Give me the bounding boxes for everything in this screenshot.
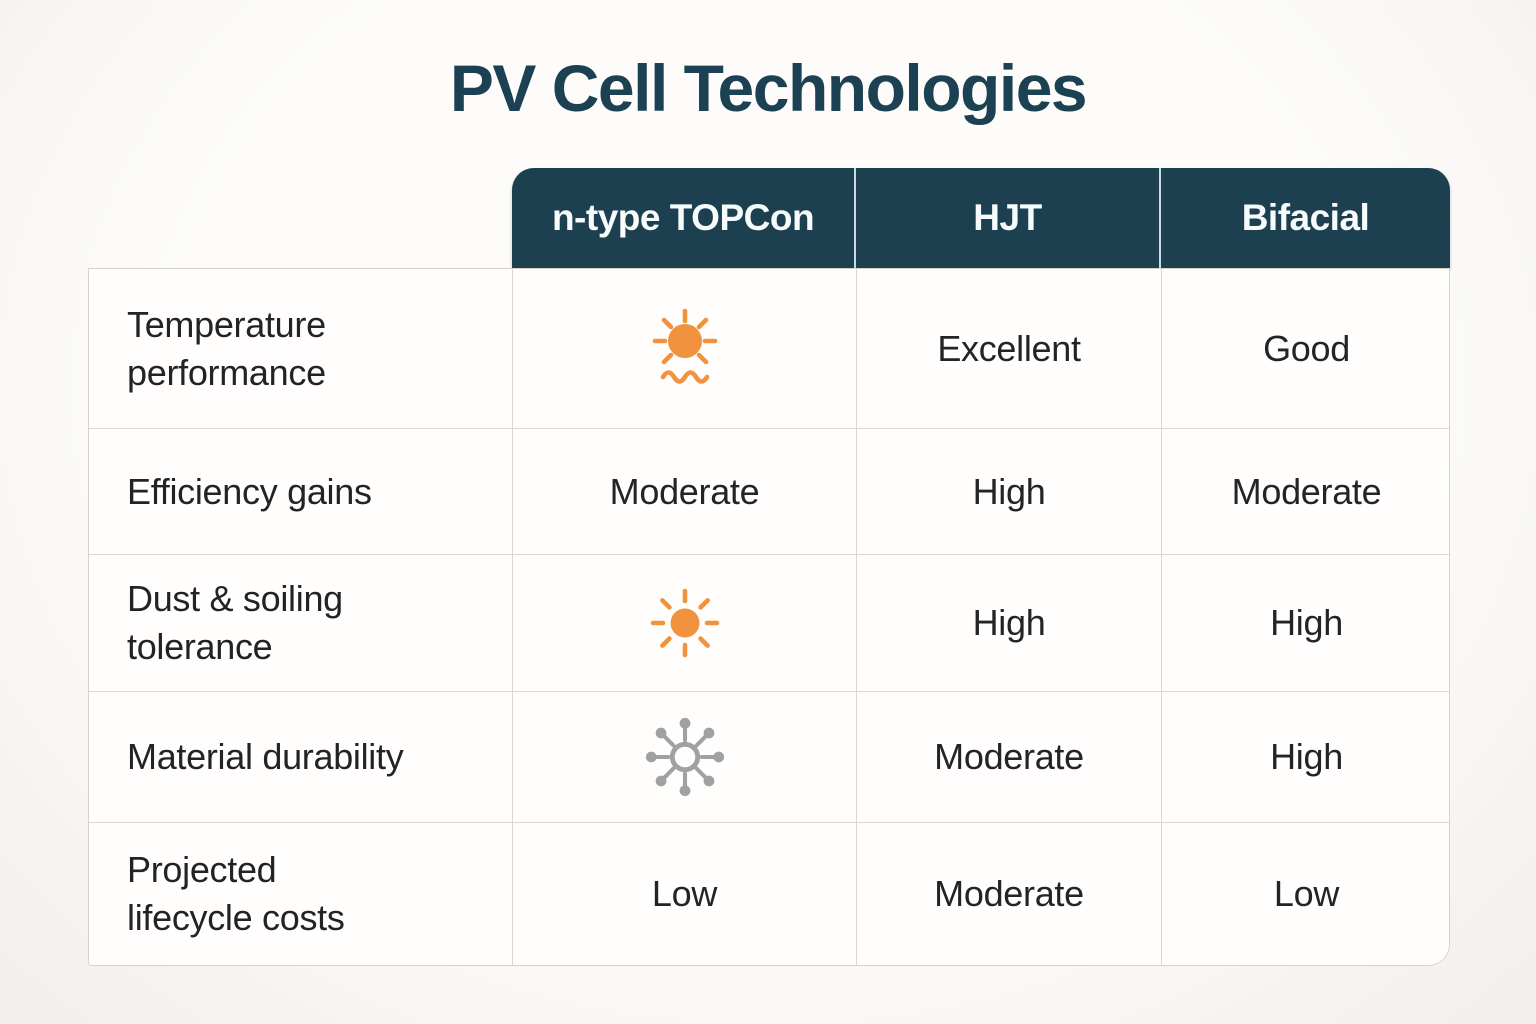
cell-bifacial-costs: Low xyxy=(1162,823,1449,965)
cell-topcon-durability xyxy=(513,692,857,823)
row-label-dust-soiling-tolerance: Dust & soiling tolerance xyxy=(89,555,513,692)
page-title: PV Cell Technologies xyxy=(449,51,1088,125)
sun-heat-icon xyxy=(652,308,717,384)
cell-topcon-temperature xyxy=(513,269,857,429)
column-header-bifacial: Bifacial xyxy=(1241,197,1370,238)
cell-bifacial-durability: High xyxy=(1162,692,1449,823)
cell-topcon-dust xyxy=(513,555,857,692)
row-label-material-durability: Material durability xyxy=(89,692,513,823)
cell-topcon-costs: Low xyxy=(513,823,857,965)
comparison-table: Temperature performance Excellent Good E… xyxy=(88,268,1450,966)
cell-bifacial-efficiency: Moderate xyxy=(1162,429,1449,555)
cell-hjt-efficiency: High xyxy=(857,429,1162,555)
cell-hjt-dust: High xyxy=(857,555,1162,692)
row-label-temperature-performance: Temperature performance xyxy=(89,269,513,429)
row-label-efficiency-gains: Efficiency gains xyxy=(89,429,513,555)
molecule-icon xyxy=(645,717,724,797)
cell-hjt-costs: Moderate xyxy=(857,823,1162,965)
column-header-hjt: HJT xyxy=(856,168,1161,268)
cell-hjt-temperature: Excellent xyxy=(857,269,1162,429)
cell-topcon-efficiency: Moderate xyxy=(513,429,857,555)
cell-bifacial-temperature: Good xyxy=(1162,269,1449,429)
sun-icon xyxy=(650,588,719,658)
row-label-projected-lifecycle-costs: Projected lifecycle costs xyxy=(89,823,513,965)
cell-bifacial-dust: High xyxy=(1162,555,1449,692)
column-header-ntype-topcon: n-type TOPCon xyxy=(512,168,856,268)
table-header-row: n-type TOPCon HJT Bifacial xyxy=(512,168,1450,268)
cell-hjt-durability: Moderate xyxy=(857,692,1162,823)
